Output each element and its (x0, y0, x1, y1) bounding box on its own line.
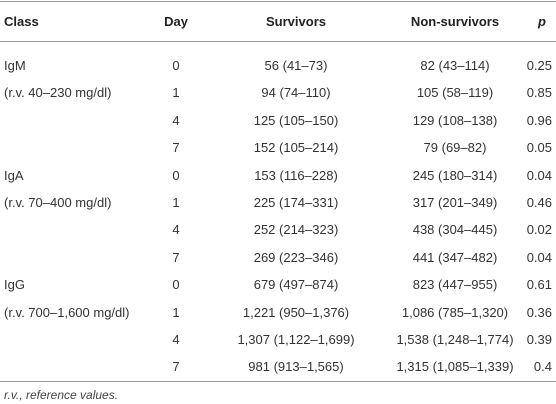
cell-day: 7 (172, 140, 180, 156)
column-header: Non-survivors (410, 14, 500, 29)
cell-non-survivors: 245 (180–314) (412, 167, 498, 183)
cell-survivors: 269 (223–346) (253, 249, 339, 265)
cell-survivors: 125 (105–150) (253, 112, 339, 128)
cell-p: 0.85 (526, 85, 552, 101)
cell-non-survivors: 1,315 (1,085–1,339) (396, 359, 514, 375)
cell-p: 0.46 (526, 195, 552, 210)
cell-p: 0.04 (526, 167, 552, 183)
top-rule (0, 1, 556, 2)
cell-survivors: 153 (116–228) (254, 167, 338, 183)
cell-survivors: 225 (174–331) (253, 195, 339, 210)
cell-non-survivors: 82 (43–114) (420, 58, 490, 73)
cell-survivors: 94 (74–110) (261, 85, 331, 101)
cell-day: 7 (172, 249, 180, 265)
column-header: Day (164, 14, 188, 29)
cell-p: 0.4 (533, 359, 552, 375)
cell-class: IgA (4, 167, 24, 183)
cell-survivors: 1,221 (950–1,376) (242, 304, 350, 320)
footnote: r.v., reference values. (4, 388, 119, 402)
cell-day: 1 (172, 304, 180, 320)
cell-class: IgM (4, 58, 26, 73)
cell-survivors: 252 (214–323) (253, 222, 339, 238)
cell-day: 0 (172, 58, 180, 73)
column-header: Survivors (266, 14, 326, 29)
cell-day: 4 (172, 332, 180, 347)
cell-day: 4 (172, 112, 180, 128)
column-header: Class (4, 14, 39, 29)
cell-survivors: 1,307 (1,122–1,699) (237, 332, 355, 347)
cell-survivors: 679 (497–874) (253, 277, 339, 293)
column-header: p (538, 14, 546, 29)
cell-p: 0.05 (526, 140, 552, 156)
cell-non-survivors: 438 (304–445) (412, 222, 498, 238)
cell-non-survivors: 79 (69–82) (423, 140, 487, 156)
cell-day: 4 (172, 222, 180, 238)
bottom-rule (0, 381, 556, 382)
cell-class: IgG (4, 277, 25, 293)
cell-p: 0.02 (526, 222, 552, 238)
cell-class: (r.v. 70–400 mg/dl) (4, 195, 112, 210)
cell-survivors: 981 (913–1,565) (248, 359, 344, 375)
cell-p: 0.25 (526, 58, 552, 73)
cell-class: (r.v. 40–230 mg/dl) (4, 85, 112, 101)
cell-day: 0 (172, 277, 180, 293)
cell-survivors: 152 (105–214) (253, 140, 339, 156)
cell-non-survivors: 129 (108–138) (412, 112, 498, 128)
cell-day: 7 (172, 359, 180, 375)
cell-non-survivors: 441 (347–482) (412, 249, 498, 265)
cell-survivors: 56 (41–73) (264, 58, 328, 73)
cell-class: (r.v. 700–1,600 mg/dl) (4, 304, 130, 320)
cell-p: 0.04 (526, 249, 552, 265)
header-rule (0, 41, 556, 42)
cell-non-survivors: 1,086 (785–1,320) (401, 304, 509, 320)
cell-day: 0 (172, 167, 180, 183)
cell-non-survivors: 105 (58–119) (416, 85, 494, 101)
cell-non-survivors: 1,538 (1,248–1,774) (396, 332, 514, 347)
cell-non-survivors: 823 (447–955) (412, 277, 498, 293)
cell-p: 0.61 (526, 277, 552, 293)
cell-p: 0.96 (526, 112, 552, 128)
cell-day: 1 (172, 85, 180, 101)
cell-p: 0.36 (526, 304, 552, 320)
cell-day: 1 (172, 195, 180, 210)
cell-p: 0.39 (526, 332, 552, 347)
cell-non-survivors: 317 (201–349) (412, 195, 498, 210)
